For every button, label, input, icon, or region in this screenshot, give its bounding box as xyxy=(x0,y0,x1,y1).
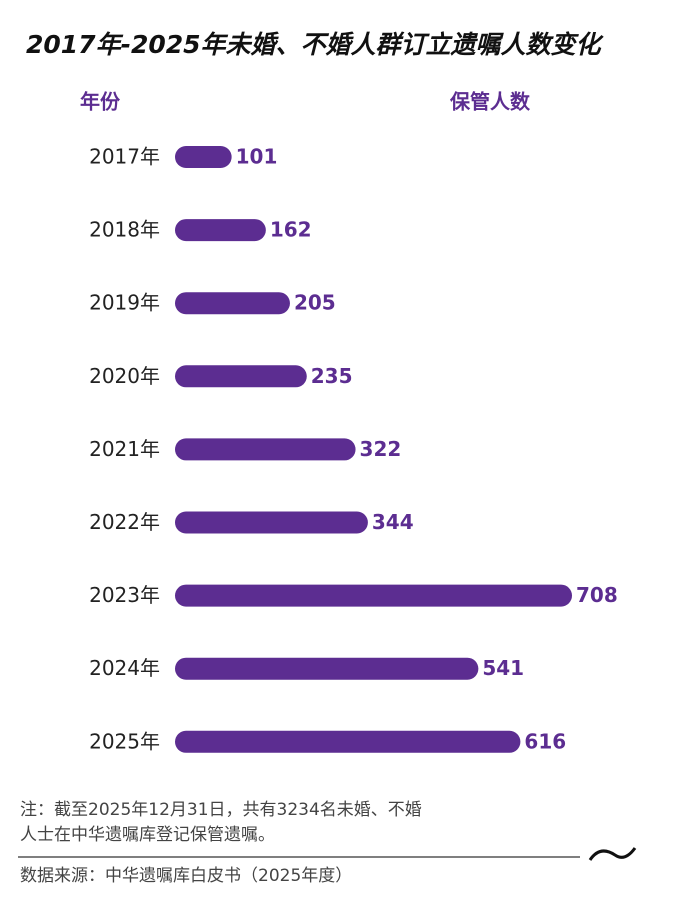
chart-title: 2017年-2025年未婚、不婚人群订立遗嘱人数变化 xyxy=(26,30,605,59)
value-label: 322 xyxy=(360,437,402,461)
bar xyxy=(175,730,521,753)
value-label: 616 xyxy=(524,729,566,753)
bar xyxy=(175,438,356,461)
category-label: 2021年 xyxy=(89,437,160,461)
value-label: 101 xyxy=(236,145,278,169)
category-label: 2023年 xyxy=(89,583,160,607)
category-label: 2019年 xyxy=(89,291,160,315)
bar xyxy=(175,219,266,242)
note-line: 人士在中华遗嘱库登记保管遗嘱。 xyxy=(20,825,275,845)
bar xyxy=(175,365,307,388)
category-label: 2017年 xyxy=(89,145,160,169)
category-label: 2022年 xyxy=(89,510,160,534)
category-label: 2018年 xyxy=(89,218,160,242)
note-line: 注：截至2025年12月31日，共有3234名未婚、不婚 xyxy=(20,800,422,820)
bar xyxy=(175,511,368,534)
bar xyxy=(175,584,572,607)
value-label: 205 xyxy=(294,291,336,315)
category-label: 2020年 xyxy=(89,364,160,388)
category-label: 2025年 xyxy=(89,729,160,753)
category-header: 年份 xyxy=(80,90,121,114)
category-label: 2024年 xyxy=(89,656,160,680)
bar xyxy=(175,146,232,168)
value-label: 541 xyxy=(482,656,524,680)
bar xyxy=(175,292,290,315)
value-header: 保管人数 xyxy=(449,90,531,114)
value-label: 708 xyxy=(576,583,618,607)
value-label: 235 xyxy=(311,364,353,388)
source: 数据来源：中华遗嘱库白皮书（2025年度） xyxy=(20,866,352,886)
bar xyxy=(175,657,479,680)
value-label: 162 xyxy=(270,218,312,242)
logo xyxy=(588,847,637,861)
value-label: 344 xyxy=(372,510,414,534)
